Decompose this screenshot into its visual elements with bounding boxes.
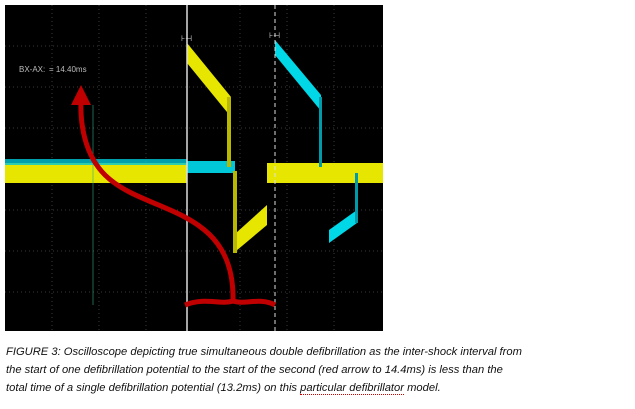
svg-text:⊦⊣: ⊦⊣ xyxy=(181,34,192,43)
caption-line: FIGURE 3: Oscilloscope depicting true si… xyxy=(6,346,522,358)
caption-text: particular defibrillator xyxy=(300,382,404,395)
caption-text: model. xyxy=(403,382,441,394)
oscilloscope-image: ⊦⊣ ⊦⊣ BX-AX: = 14.40ms xyxy=(5,5,383,331)
measurement-value: = 14.40ms xyxy=(49,65,87,74)
svg-text:⊦⊣: ⊦⊣ xyxy=(269,31,280,40)
caption-text: total time of a single defibrillation po… xyxy=(6,382,301,394)
caption-line: total time of a single defibrillation po… xyxy=(6,382,441,395)
red-arrow xyxy=(78,99,277,308)
arrow-head xyxy=(71,85,91,105)
caption-line: the start of one defibrillation potentia… xyxy=(6,364,503,376)
measurement-label: BX-AX: xyxy=(19,65,45,74)
traces: ⊦⊣ ⊦⊣ xyxy=(5,5,383,331)
